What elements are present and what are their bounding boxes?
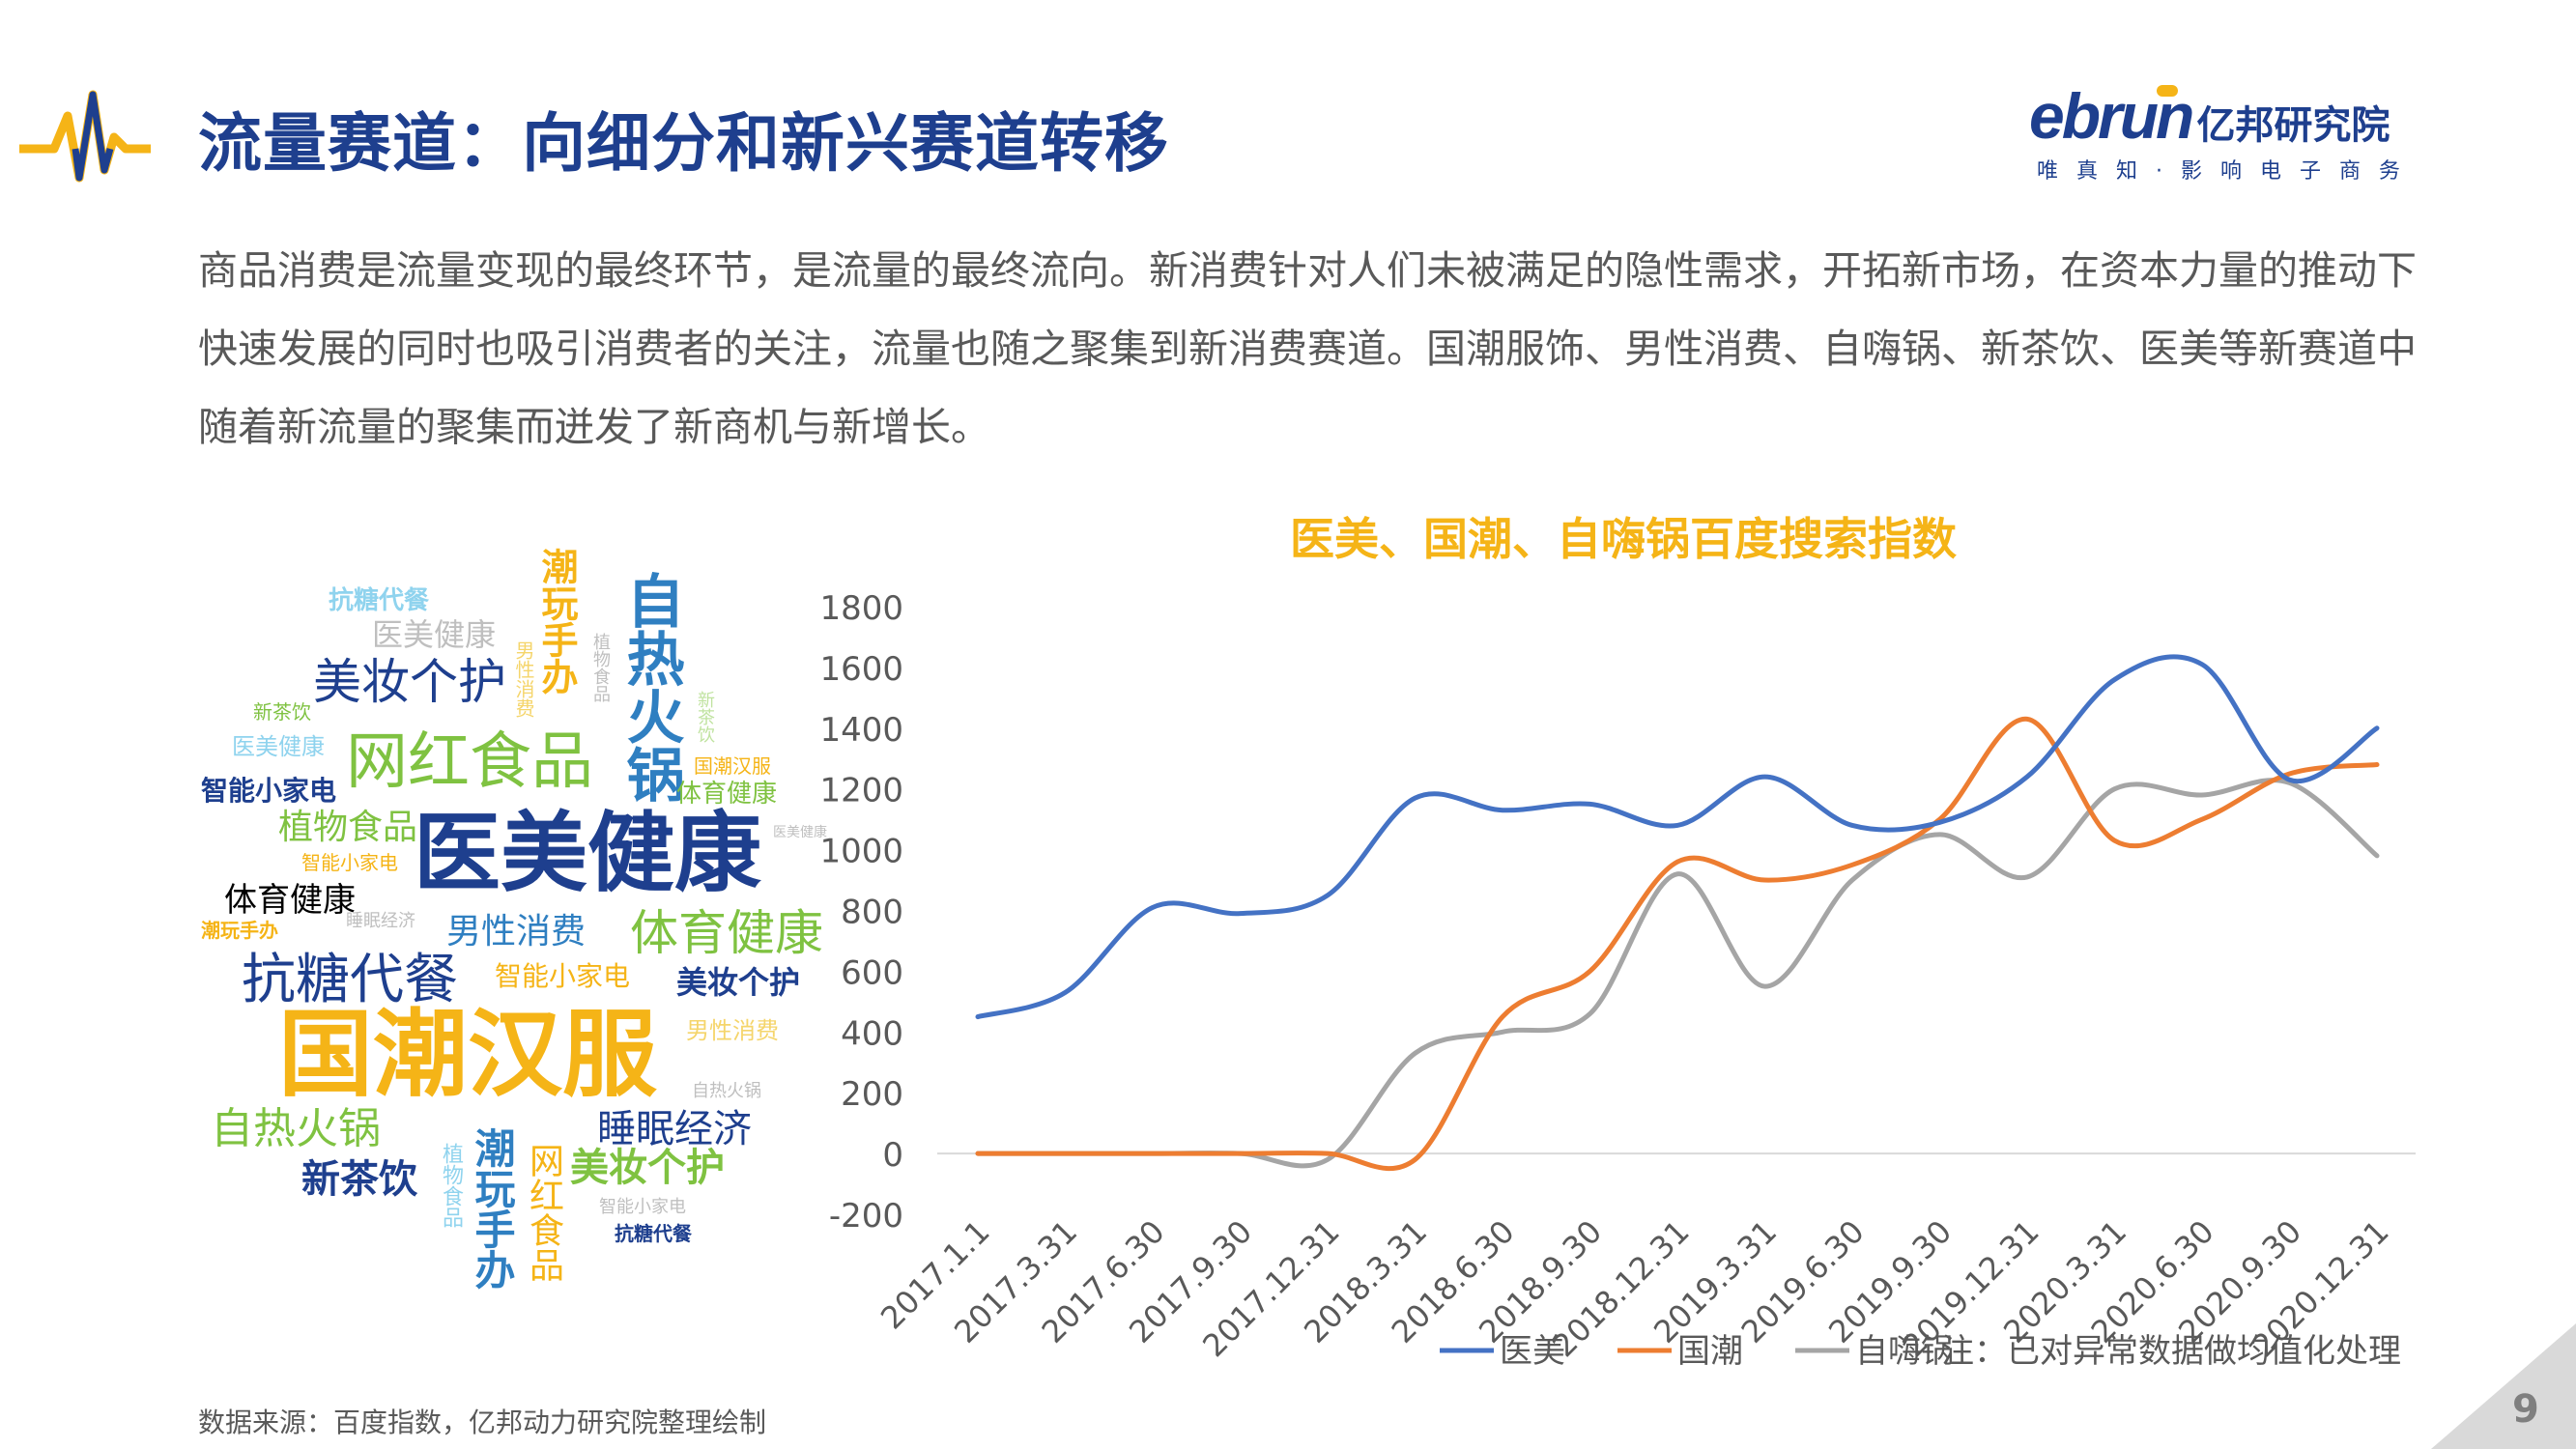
- cloud-word: 自热火锅: [211, 1104, 381, 1153]
- cloud-word: 自热火锅: [692, 1081, 761, 1101]
- y-tick-label: 1600: [819, 650, 903, 689]
- search-index-line-chart: -200020040060080010001200140016001800201…: [819, 589, 2416, 1371]
- ebrun-logo: ebrun 亿邦研究院 唯 真 知 · 影 响 电 子 商 务: [2029, 79, 2416, 190]
- legend-label-1: 国潮: [1677, 1332, 1743, 1371]
- cloud-word: 男性消费: [446, 912, 587, 952]
- y-tick-label: 1400: [819, 711, 903, 750]
- chart-note: 注：已对异常数据做均值化处理: [1941, 1332, 2401, 1371]
- cloud-word: 体育健康: [676, 780, 778, 809]
- data-source: 数据来源：百度指数，亿邦动力研究院整理绘制: [198, 1406, 767, 1438]
- cloud-word: 潮玩手办: [469, 1127, 516, 1290]
- cloud-word: 男性消费: [512, 640, 535, 718]
- page-corner-shape: [2431, 1323, 2576, 1449]
- cloud-word: 美妆个护: [570, 1146, 725, 1190]
- series-line-1: [975, 716, 2380, 1172]
- cloud-word: 智能小家电: [599, 1197, 686, 1217]
- cloud-word: 睡眠经济: [346, 911, 415, 931]
- cloud-word: 美妆个护: [676, 964, 801, 1001]
- legend-label-2: 自嗨锅: [1855, 1332, 1954, 1371]
- cloud-word: 植物食品: [278, 808, 418, 847]
- logo-tagline: 唯 真 知 · 影 响 电 子 商 务: [2037, 159, 2406, 184]
- cloud-word: 新茶饮: [301, 1157, 417, 1202]
- y-tick-label: -200: [829, 1197, 903, 1236]
- cloud-word: 新茶饮: [253, 700, 311, 724]
- cloud-word: 植物食品: [439, 1143, 463, 1228]
- y-tick-label: 1000: [819, 833, 903, 871]
- y-tick-label: 400: [841, 1014, 903, 1053]
- pulse-icon: [19, 90, 151, 183]
- cloud-word: 医美健康: [773, 825, 827, 840]
- cloud-word: 网红食品: [346, 726, 593, 798]
- cloud-word: 智能小家电: [495, 960, 631, 992]
- cloud-word: 医美健康: [414, 803, 761, 904]
- cloud-word: 自热火锅: [616, 571, 684, 803]
- cloud-word: 潮玩手办: [535, 548, 578, 695]
- cloud-word: 抗糖代餐: [329, 586, 430, 615]
- cloud-word: 医美健康: [372, 616, 497, 653]
- page-title: 流量赛道：向细分和新兴赛道转移: [198, 106, 1169, 181]
- logo-cn: 亿邦研究院: [2196, 103, 2390, 148]
- cloud-word: 植物食品: [590, 633, 611, 702]
- cloud-word: 网红食品: [524, 1143, 563, 1282]
- series-line-0: [975, 654, 2380, 1020]
- cloud-word: 国潮汉服: [694, 754, 771, 778]
- cloud-word: 医美健康: [232, 733, 325, 760]
- legend-label-0: 医美: [1500, 1332, 1565, 1371]
- cloud-word: 睡眠经济: [597, 1107, 752, 1151]
- cloud-word: 抗糖代餐: [615, 1222, 692, 1245]
- intro-paragraph: 商品消费是流量变现的最终环节，是流量的最终流向。新消费针对人们未被满足的隐性需求…: [198, 247, 2417, 450]
- cloud-word: 潮玩手办: [201, 919, 278, 942]
- cloud-word: 抗糖代餐: [242, 949, 458, 1011]
- cloud-word: 智能小家电: [201, 775, 337, 807]
- cloud-word: 国潮汉服: [278, 1000, 658, 1110]
- logo-accent-icon: [2157, 85, 2178, 97]
- cloud-word: 体育健康: [224, 881, 356, 920]
- cloud-word: 男性消费: [686, 1017, 779, 1044]
- y-tick-label: 1800: [819, 589, 903, 628]
- cloud-word: 体育健康: [630, 905, 823, 961]
- cloud-word: 智能小家电: [301, 851, 398, 874]
- y-tick-label: 800: [841, 894, 903, 932]
- page-number: 9: [2512, 1387, 2539, 1432]
- y-tick-label: 1200: [819, 772, 903, 810]
- y-tick-label: 200: [841, 1075, 903, 1114]
- y-tick-label: 600: [841, 953, 903, 992]
- chart-title: 医美、国潮、自嗨锅百度搜索指数: [1290, 513, 1957, 565]
- cloud-word: 美妆个护: [313, 654, 506, 710]
- keyword-cloud: 抗糖代餐 医美健康 潮玩手办 美妆个护 植物食品 自热火锅 男性消费 新茶饮 新…: [193, 536, 831, 1299]
- y-tick-label: 0: [882, 1136, 903, 1175]
- cloud-word: 新茶饮: [695, 691, 715, 743]
